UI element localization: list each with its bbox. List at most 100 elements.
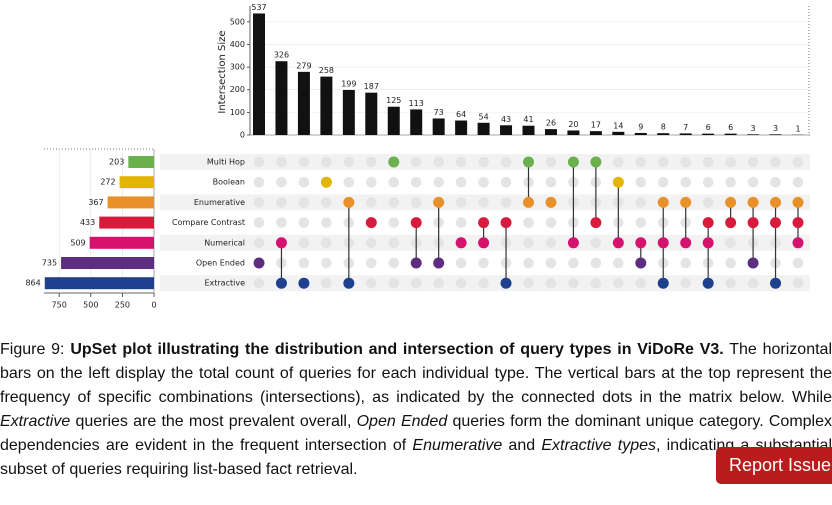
intersection-value: 6	[706, 123, 711, 132]
set-bar	[107, 196, 154, 209]
member-dot	[298, 277, 310, 289]
inactive-dot	[590, 237, 602, 249]
intersection-value: 6	[728, 123, 733, 132]
inactive-dot	[680, 277, 692, 289]
member-dot	[478, 217, 490, 229]
intersection-value: 17	[591, 121, 601, 130]
inactive-dot	[680, 257, 692, 269]
inactive-dot	[478, 197, 489, 208]
intersection-value: 187	[364, 82, 379, 91]
inactive-dot	[321, 237, 332, 249]
inactive-dot	[725, 257, 736, 269]
inactive-dot	[276, 176, 287, 188]
y-tick-label: 300	[230, 63, 245, 72]
inactive-dot	[792, 257, 804, 269]
inactive-dot	[523, 257, 534, 269]
member-dot	[545, 196, 557, 208]
inactive-dot	[523, 217, 534, 228]
inactive-dot	[725, 277, 736, 289]
member-dot	[770, 277, 782, 289]
member-dot	[523, 196, 534, 208]
caption-text: and	[502, 437, 542, 454]
intersection-value: 326	[274, 51, 289, 60]
member-dot	[365, 217, 377, 229]
set-size-label: 272	[100, 178, 115, 187]
set-size-label: 735	[42, 259, 57, 268]
inactive-dot	[635, 217, 647, 228]
caption-emphasis: Open Ended	[356, 413, 448, 430]
inactive-dot	[478, 257, 489, 269]
intersection-bar	[297, 71, 310, 135]
inactive-dot	[792, 176, 804, 188]
inactive-dot	[657, 156, 669, 168]
inactive-dot	[770, 176, 781, 188]
inactive-dot	[613, 257, 624, 269]
member-dot	[500, 277, 512, 289]
inactive-dot	[253, 197, 265, 208]
member-dot	[590, 217, 602, 229]
inactive-dot	[568, 277, 579, 289]
inactive-dot	[298, 156, 310, 168]
inactive-dot	[747, 156, 759, 168]
set-size-label: 367	[88, 198, 103, 207]
intersection-bar	[253, 13, 265, 135]
member-dot	[433, 196, 445, 208]
member-dot	[792, 196, 804, 208]
member-dot	[770, 217, 782, 229]
intersection-bar	[455, 120, 468, 135]
set-name: Extractive	[204, 279, 245, 288]
member-dot	[320, 176, 332, 188]
inactive-dot	[657, 176, 669, 188]
member-dot	[253, 257, 265, 269]
intersection-bar	[477, 122, 490, 135]
intersection-value: 8	[661, 123, 666, 132]
inactive-dot	[433, 156, 444, 168]
member-dot	[410, 257, 422, 269]
inactive-dot	[545, 257, 557, 269]
inactive-dot	[388, 217, 400, 228]
inactive-dot	[747, 277, 759, 289]
set-name: Open Ended	[196, 259, 245, 268]
inactive-dot	[613, 156, 624, 168]
set-bar	[119, 176, 154, 189]
inactive-dot	[365, 176, 377, 188]
y-tick-label: 500	[230, 17, 245, 26]
member-dot	[770, 196, 782, 208]
intersection-bar	[657, 133, 670, 135]
intersection-bar	[432, 118, 445, 135]
inactive-dot	[635, 156, 647, 168]
set-size-label: 433	[80, 218, 95, 227]
inactive-dot	[298, 176, 310, 188]
member-dot	[747, 257, 759, 269]
inactive-dot	[343, 156, 355, 168]
inactive-dot	[388, 237, 400, 249]
inactive-dot	[568, 257, 579, 269]
set-bar	[128, 156, 154, 168]
inactive-dot	[253, 176, 265, 188]
set-bar	[99, 216, 154, 229]
intersection-value: 113	[409, 99, 424, 108]
figure-caption: Figure 9: UpSet plot illustrating the di…	[0, 338, 832, 482]
intersection-bar	[342, 89, 355, 135]
intersection-bar	[679, 133, 692, 135]
intersection-bar	[320, 76, 333, 135]
inactive-dot	[365, 257, 377, 269]
member-dot	[478, 237, 490, 249]
set-bar	[61, 257, 154, 269]
inactive-dot	[702, 176, 714, 188]
inactive-dot	[747, 176, 759, 188]
intersection-bar	[410, 109, 423, 135]
intersection-value: 64	[456, 110, 466, 119]
inactive-dot	[455, 257, 467, 269]
inactive-dot	[365, 156, 377, 168]
inactive-dot	[455, 217, 467, 228]
intersection-bar	[365, 92, 378, 135]
member-dot	[792, 217, 804, 229]
inactive-dot	[343, 176, 355, 188]
intersection-value: 54	[478, 112, 488, 121]
inactive-dot	[478, 176, 489, 188]
inactive-dot	[298, 257, 310, 269]
member-dot	[747, 217, 759, 229]
report-issue-button[interactable]: Report Issue	[716, 447, 832, 484]
y-tick-label: 200	[230, 85, 245, 94]
